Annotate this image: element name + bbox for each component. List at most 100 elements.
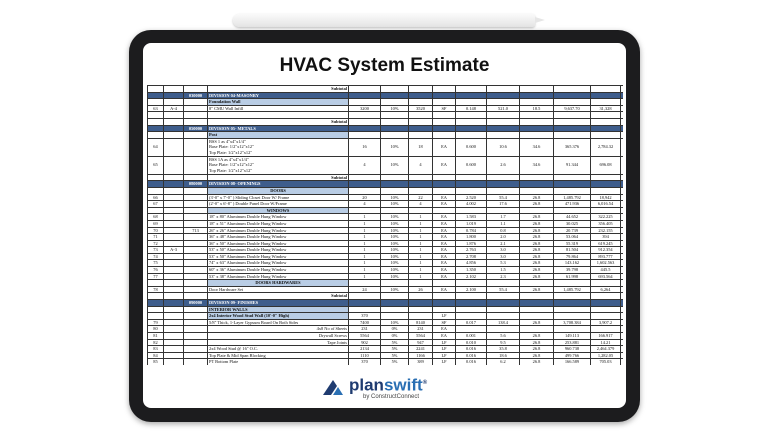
table-cell: EA — [432, 332, 456, 340]
division-code: 050000 — [183, 124, 208, 133]
table-cell — [455, 292, 487, 301]
center-label: DOORS HARDWARES — [207, 279, 349, 287]
subtotal-row: Subtotal — [147, 173, 623, 182]
table-cell — [183, 219, 208, 228]
table-cell — [519, 98, 554, 106]
table-cell — [183, 246, 208, 254]
table-cell: 55.4 — [486, 193, 520, 202]
table-cell — [620, 226, 623, 235]
table-cell — [455, 111, 487, 119]
item-description: 74" x 63" Aluminum Double Hung Window — [207, 259, 349, 268]
table-cell — [620, 345, 623, 353]
table-cell — [163, 137, 184, 157]
table-cell — [183, 318, 208, 327]
center-row: WINDOWS — [147, 206, 623, 215]
table-cell: 5% — [380, 358, 409, 365]
item-description: 60" x 36" Aluminum Double Hung Window — [207, 266, 349, 274]
table-cell: 72 — [147, 239, 164, 248]
table-cell: 8140 — [408, 318, 433, 327]
table-cell — [163, 85, 184, 93]
table-cell: 66 — [147, 193, 164, 202]
table-cell: 1 — [408, 266, 433, 274]
table-cell: 91.344 — [553, 155, 591, 175]
brand-plan: plan — [349, 375, 384, 395]
table-cell: EA — [432, 272, 456, 281]
table-cell — [590, 186, 621, 195]
table-cell — [620, 104, 623, 113]
table-cell — [183, 239, 208, 248]
table-cell: 74 — [147, 252, 164, 261]
table-cell — [147, 312, 164, 320]
table-row: 75 74" x 63" Aluminum Double Hung Window 1… — [147, 259, 623, 268]
table-cell — [147, 91, 164, 100]
table-cell — [380, 173, 409, 182]
table-cell — [455, 305, 487, 314]
table-cell: 83 — [147, 345, 164, 353]
table-cell: 389 — [408, 358, 433, 365]
table-cell: EA — [432, 226, 456, 235]
item-description: 18" x 80" Aluminum Double Hung Window — [207, 213, 349, 221]
table-cell: 6,016.54 — [590, 200, 621, 208]
table-cell — [486, 85, 520, 93]
table-cell: 149.113 — [553, 332, 591, 340]
table-cell — [380, 279, 409, 287]
table-cell: EA — [432, 325, 456, 333]
item-description: 53" x 38" Aluminum Double Hung Window — [207, 272, 349, 281]
table-cell — [380, 305, 409, 314]
table-cell: 10% — [380, 239, 409, 248]
table-cell — [519, 325, 554, 333]
table-cell — [147, 186, 164, 195]
table-cell: 6,264 — [590, 285, 621, 294]
table-row: 65 BSS 1A as 4"x4"x1/4" Base Plate: 1/2"x1… — [147, 155, 623, 175]
table-cell: 2.0 — [486, 233, 520, 241]
table-row: 72 36" x 50" Aluminum Double Hung Window 1… — [147, 239, 623, 248]
table-cell: 5564 — [348, 332, 381, 340]
table-cell — [486, 206, 520, 215]
table-cell: 26.8 — [519, 193, 554, 202]
table-cell: 1 — [348, 252, 381, 261]
subtotal-label: Subtotal — [207, 292, 349, 301]
table-cell — [432, 279, 456, 287]
item-description: PT Bottom Plate — [207, 358, 349, 365]
table-cell: 1 — [408, 226, 433, 235]
table-cell: 960.738 — [553, 345, 591, 353]
table-cell — [620, 259, 623, 268]
table-row: 80 4x8 No of Sheets 231 0% 231 EA — [147, 325, 623, 333]
table-cell: 9.5 — [486, 338, 520, 347]
table-cell — [408, 98, 433, 106]
table-cell: 34.6 — [519, 137, 554, 157]
table-cell — [620, 173, 623, 182]
table-cell: 0.010 — [455, 338, 487, 347]
table-cell — [408, 186, 433, 195]
table-cell — [519, 299, 554, 307]
section-row: INTERIOR WALLS — [147, 305, 623, 314]
table-cell: EA — [432, 266, 456, 274]
table-cell: 5564 — [408, 332, 433, 340]
table-cell: 1 — [408, 272, 433, 281]
table-cell: 26.8 — [519, 259, 554, 268]
table-cell — [590, 180, 621, 188]
table-cell: 10% — [380, 213, 409, 221]
table-cell — [432, 98, 456, 106]
table-cell: 78 — [147, 285, 164, 294]
table-cell: 22 — [408, 193, 433, 202]
table-row: 77 53" x 38" Aluminum Double Hung Window 1… — [147, 272, 623, 281]
item-description: Tape Joints — [207, 338, 349, 347]
table-cell — [163, 285, 184, 294]
table-cell — [553, 299, 591, 307]
table-cell — [408, 124, 433, 133]
table-cell: 705.03 — [590, 358, 621, 365]
table-cell: 26.8 — [519, 252, 554, 261]
center-label: WINDOWS — [207, 206, 349, 215]
table-cell — [408, 111, 433, 119]
table-cell: 30.025 — [553, 219, 591, 228]
table-cell — [620, 233, 623, 241]
table-cell — [620, 91, 623, 100]
table-cell: EA — [432, 137, 456, 157]
table-cell: 1 — [348, 219, 381, 228]
table-cell — [380, 299, 409, 307]
table-cell — [183, 312, 208, 320]
table-cell: 10% — [380, 193, 409, 202]
table-cell — [455, 124, 487, 133]
table-cell: 0.017 — [455, 318, 487, 327]
